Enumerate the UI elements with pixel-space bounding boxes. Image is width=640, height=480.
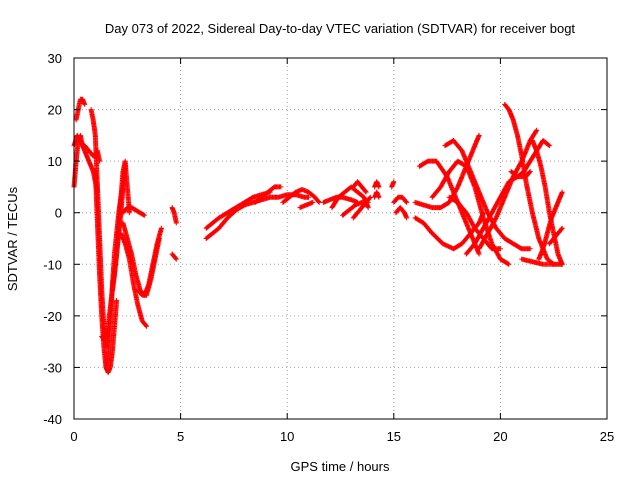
y-tick-label: 10 — [48, 154, 62, 169]
y-tick-label: 30 — [48, 51, 62, 66]
data-point-markers — [536, 189, 565, 262]
data-point-markers — [252, 184, 284, 205]
series-arc-09 — [109, 158, 132, 293]
x-tick-label: 0 — [70, 429, 77, 444]
series-arc-26 — [372, 179, 382, 190]
x-tick-label: 20 — [493, 429, 507, 444]
series-arc-36 — [446, 194, 503, 252]
data-point-markers — [120, 205, 147, 218]
y-axis-label: SDTVAR / TECUs — [5, 186, 20, 291]
data-point-markers — [412, 210, 486, 252]
data-points — [71, 96, 565, 376]
data-point-markers — [372, 179, 382, 190]
series-arc-42 — [519, 256, 565, 267]
data-point-markers — [169, 205, 179, 226]
y-tick-label: -30 — [43, 360, 62, 375]
series-arc-11 — [120, 205, 147, 218]
data-point-markers — [389, 179, 397, 190]
data-point-markers — [135, 236, 162, 298]
data-point-markers — [92, 169, 120, 376]
series-arc-20 — [297, 199, 316, 211]
x-tick-label: 15 — [387, 429, 401, 444]
data-point-markers — [109, 158, 132, 293]
x-tick-label: 10 — [280, 429, 294, 444]
series-arc-15 — [169, 205, 179, 226]
series-arc-13 — [135, 236, 162, 298]
data-point-markers — [519, 256, 565, 267]
series-arc-06 — [92, 169, 120, 376]
data-point-markers — [446, 194, 503, 252]
data-point-markers — [280, 187, 322, 205]
series-arc-43 — [536, 189, 565, 262]
data-point-markers — [391, 194, 410, 205]
series-arc-10 — [118, 230, 149, 329]
series-arc-44 — [546, 225, 565, 247]
x-axis-label: GPS time / hours — [291, 459, 390, 474]
series-arc-18 — [252, 184, 284, 205]
series-arc-28 — [389, 179, 397, 190]
x-tick-label: 5 — [177, 429, 184, 444]
series-arc-14 — [169, 251, 179, 262]
data-point-markers — [393, 205, 410, 221]
y-tick-label: -40 — [43, 412, 62, 427]
y-tick-label: -20 — [43, 309, 62, 324]
series-arc-30 — [393, 205, 410, 221]
data-point-markers — [297, 199, 316, 211]
data-point-markers — [350, 179, 369, 195]
series-arc-03 — [73, 96, 88, 123]
series-arc-19 — [280, 187, 322, 205]
data-point-markers — [350, 194, 373, 221]
x-tick-label: 25 — [600, 429, 614, 444]
series-arc-29 — [391, 194, 410, 205]
series-arc-33 — [412, 210, 486, 252]
data-point-markers — [169, 251, 179, 262]
axis-tick-labels: 0 5 10 15 20 25 -40 -30 -20 -10 0 10 20 30 — [43, 51, 614, 444]
series-arc-25 — [350, 179, 369, 195]
y-tick-label: 0 — [55, 206, 62, 221]
y-tick-label: -10 — [43, 257, 62, 272]
axis-ticks — [73, 57, 608, 420]
data-point-markers — [372, 189, 382, 200]
data-point-markers — [73, 96, 88, 123]
series-arc-27 — [372, 189, 382, 200]
data-point-markers — [546, 225, 565, 247]
chart-title: Day 073 of 2022, Sidereal Day-to-day VTE… — [105, 21, 576, 36]
grid-lines — [74, 58, 607, 419]
y-tick-label: 20 — [48, 103, 62, 118]
data-point-markers — [118, 230, 149, 329]
series-arc-24 — [350, 194, 373, 221]
plot-frame — [73, 57, 608, 420]
